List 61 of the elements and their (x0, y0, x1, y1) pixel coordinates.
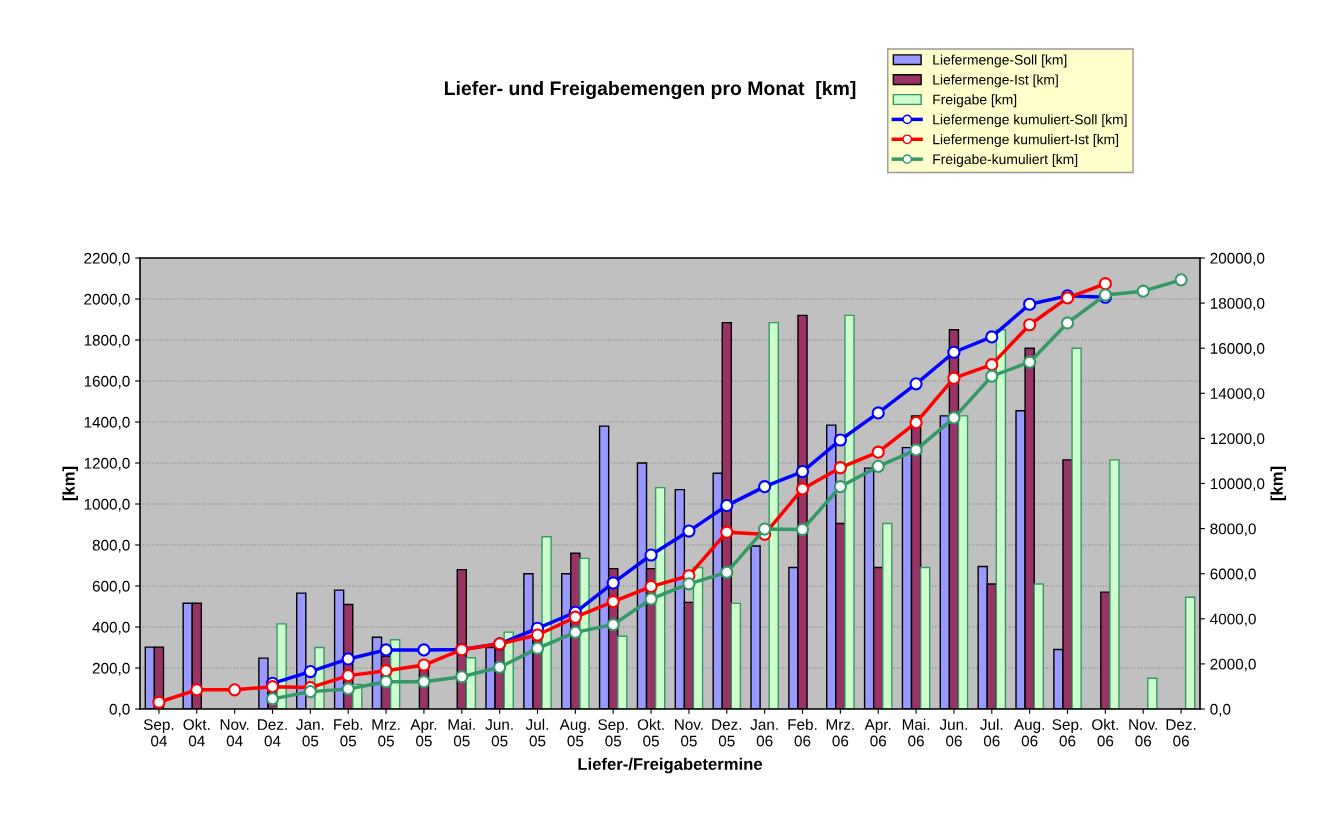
x-tick-label: Dez. 05 (712, 719, 742, 747)
y2-tick-label: 16000,0 (1210, 343, 1265, 356)
legend-label: Liefermenge-Soll [km] (933, 54, 1067, 68)
y-tick-label: 600,0 (92, 580, 130, 594)
y2-tick-label: 0,0 (1210, 703, 1231, 717)
x-tick-label: Jun. 06 (939, 719, 967, 747)
x-tick-label: Feb. 06 (788, 718, 817, 747)
x-tick-label: Aug. 06 (1013, 719, 1044, 747)
y2-tick-label: 6000,0 (1210, 568, 1256, 582)
x-tick-label: Okt. 05 (637, 718, 664, 747)
y-tick-label: 400,0 (92, 621, 130, 635)
legend-label: Liefermenge kumuliert-Soll [km] (933, 114, 1127, 128)
y2-tick-label: 12000,0 (1210, 433, 1265, 446)
y-tick-label: 200,0 (92, 662, 130, 676)
y-tick-label: 1000,0 (84, 498, 130, 512)
y-tick-label: 1600,0 (84, 375, 130, 389)
x-tick-label: Dez. 04 (258, 719, 287, 747)
x-tick-label: Jul. 05 (525, 718, 548, 747)
x-tick-label: Sep. 05 (598, 719, 628, 747)
x-tick-label: Okt. 06 (1092, 718, 1118, 747)
x-tick-label: Dez. 06 (1166, 719, 1196, 747)
y-tick-label: 1400,0 (84, 416, 130, 430)
y2-axis-title: [km] (1270, 466, 1287, 501)
legend-label: Liefermenge-Ist [km] (933, 74, 1058, 88)
x-tick-label: Mai. 05 (448, 718, 475, 747)
y-tick-label: 0,0 (109, 703, 130, 717)
x-tick-label: Aug. 05 (559, 719, 590, 747)
x-tick-label: Sep. 06 (1052, 719, 1082, 747)
y-tick-label: 800,0 (92, 539, 130, 553)
y2-tick-label: 14000,0 (1210, 388, 1265, 401)
x-tick-label: Apr. 05 (410, 719, 437, 747)
x-tick-label: Apr. 06 (864, 719, 891, 747)
y2-tick-label: 10000,0 (1210, 478, 1265, 491)
y-tick-label: 1800,0 (84, 334, 130, 348)
x-tick-label: Nov. 05 (675, 719, 703, 747)
chart-title: Liefer- und Freigabemengen pro Monat [km] (444, 80, 856, 100)
x-tick-label: Jun. 05 (485, 719, 513, 747)
x-tick-label: Mrz. 05 (372, 719, 400, 747)
y2-tick-label: 8000,0 (1210, 523, 1256, 537)
legend-label: Freigabe-kumuliert [km] (933, 153, 1078, 167)
y2-tick-label: 4000,0 (1210, 613, 1256, 627)
legend-label: Liefermenge kumuliert-Ist [km] (933, 134, 1119, 148)
y-axis-title: [km] (62, 466, 78, 501)
x-tick-label: Nov. 06 (1129, 719, 1157, 747)
x-tick-label: Okt. 04 (183, 718, 210, 747)
x-tick-label: Sep. 04 (143, 719, 174, 747)
y2-tick-label: 20000,0 (1210, 252, 1265, 266)
x-tick-label: Jan. 06 (750, 719, 778, 747)
x-tick-label: Feb. 05 (334, 718, 363, 747)
y2-tick-label: 2000,0 (1210, 658, 1256, 672)
y2-tick-label: 18000,0 (1210, 297, 1265, 311)
x-axis-title: Liefer-/Freigabetermine (578, 757, 763, 774)
y-tick-label: 1200,0 (84, 457, 130, 471)
x-tick-label: Mrz. 06 (826, 719, 854, 747)
legend-label: Freigabe [km] (933, 94, 1017, 108)
x-tick-label: Mai. 06 (902, 718, 930, 747)
y-tick-label: 2000,0 (84, 293, 130, 307)
x-tick-label: Jan. 05 (296, 719, 324, 747)
y-tick-label: 2200,0 (84, 252, 130, 266)
x-tick-label: Jul. 06 (980, 718, 1003, 747)
x-tick-label: Nov. 04 (220, 719, 249, 747)
